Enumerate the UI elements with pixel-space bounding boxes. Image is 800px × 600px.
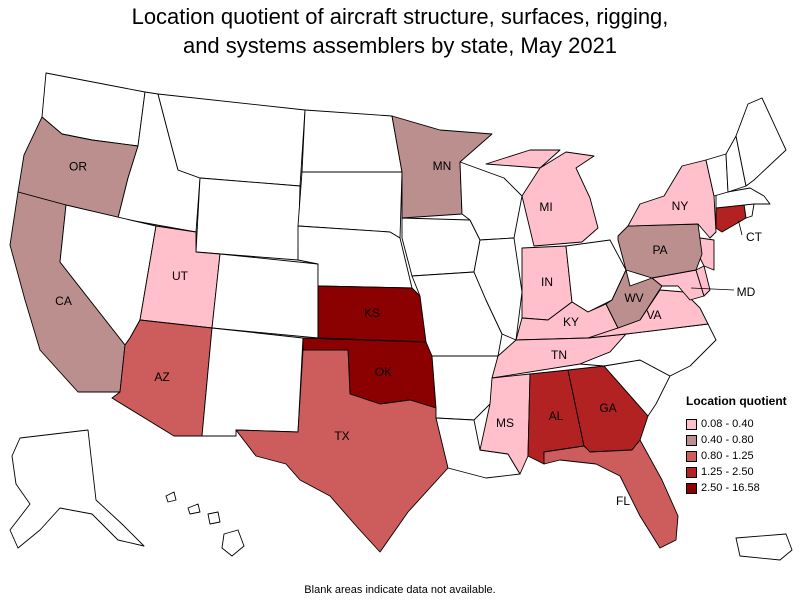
legend-item: 0.40 - 0.80 xyxy=(686,432,798,448)
state-label-MI: MI xyxy=(539,200,552,214)
state-label-PA: PA xyxy=(652,243,667,257)
map-title: Location quotient of aircraft structure,… xyxy=(0,2,800,60)
state-MI[interactable] xyxy=(485,149,599,247)
state-NM[interactable] xyxy=(201,327,304,437)
legend-swatch xyxy=(686,434,697,446)
state-label-OK: OK xyxy=(375,365,392,379)
state-AK[interactable] xyxy=(9,429,145,549)
state-WY[interactable] xyxy=(195,177,301,261)
label-leader-CT xyxy=(738,220,743,236)
title-line-1: Location quotient of aircraft structure,… xyxy=(131,4,669,29)
state-label-KY: KY xyxy=(563,315,579,329)
state-ME[interactable] xyxy=(735,97,787,187)
label-leader-MD xyxy=(690,287,735,291)
legend-label: 2.50 - 16.58 xyxy=(701,482,760,494)
state-CO[interactable] xyxy=(211,253,319,339)
legend-item: 0.08 - 0.40 xyxy=(686,416,798,432)
legend-swatch xyxy=(686,466,697,478)
legend-label: 1.25 - 2.50 xyxy=(701,466,754,478)
state-AR[interactable] xyxy=(431,355,499,421)
state-label-TX: TX xyxy=(334,429,349,443)
state-label-MD: MD xyxy=(737,285,756,299)
state-label-CA: CA xyxy=(55,294,72,308)
state-label-OR: OR xyxy=(69,160,87,174)
state-label-WV: WV xyxy=(624,291,643,305)
state-label-GA: GA xyxy=(599,401,616,415)
state-label-AZ: AZ xyxy=(154,370,169,384)
state-IL[interactable] xyxy=(473,237,523,341)
state-label-AL: AL xyxy=(549,409,564,423)
state-FL[interactable] xyxy=(543,439,679,549)
legend-item: 2.50 - 16.58 xyxy=(686,480,798,496)
legend-label: 0.80 - 1.25 xyxy=(701,450,754,462)
footnote: Blank areas indicate data not available. xyxy=(304,584,496,596)
state-MA[interactable] xyxy=(715,187,771,209)
legend-swatch xyxy=(686,450,697,462)
state-label-NY: NY xyxy=(672,199,689,213)
legend: Location quotient 0.08 - 0.40 0.40 - 0.8… xyxy=(686,394,798,496)
state-TX[interactable] xyxy=(235,349,449,553)
title-line-2: and systems assemblers by state, May 202… xyxy=(182,33,618,58)
state-IA[interactable] xyxy=(401,217,481,277)
state-label-TN: TN xyxy=(551,348,567,362)
state-label-MN: MN xyxy=(433,159,452,173)
legend-swatch xyxy=(686,418,697,430)
legend-label: 0.08 - 0.40 xyxy=(701,418,754,430)
state-label-UT: UT xyxy=(172,269,189,283)
state-label-FL: FL xyxy=(616,494,630,508)
state-RI[interactable] xyxy=(743,203,755,219)
state-label-KS: KS xyxy=(364,306,380,320)
state-label-IN: IN xyxy=(541,275,553,289)
state-PR[interactable] xyxy=(735,533,793,561)
state-CT[interactable] xyxy=(715,203,747,233)
legend-swatch xyxy=(686,482,697,494)
legend-label: 0.40 - 0.80 xyxy=(701,434,754,446)
state-ND[interactable] xyxy=(301,109,403,173)
legend-item: 0.80 - 1.25 xyxy=(686,448,798,464)
state-HI[interactable] xyxy=(165,491,245,557)
state-label-VA: VA xyxy=(646,308,661,322)
legend-item: 1.25 - 2.50 xyxy=(686,464,798,480)
state-label-CT: CT xyxy=(746,230,763,244)
state-label-MS: MS xyxy=(496,416,514,430)
legend-title: Location quotient xyxy=(686,394,787,408)
